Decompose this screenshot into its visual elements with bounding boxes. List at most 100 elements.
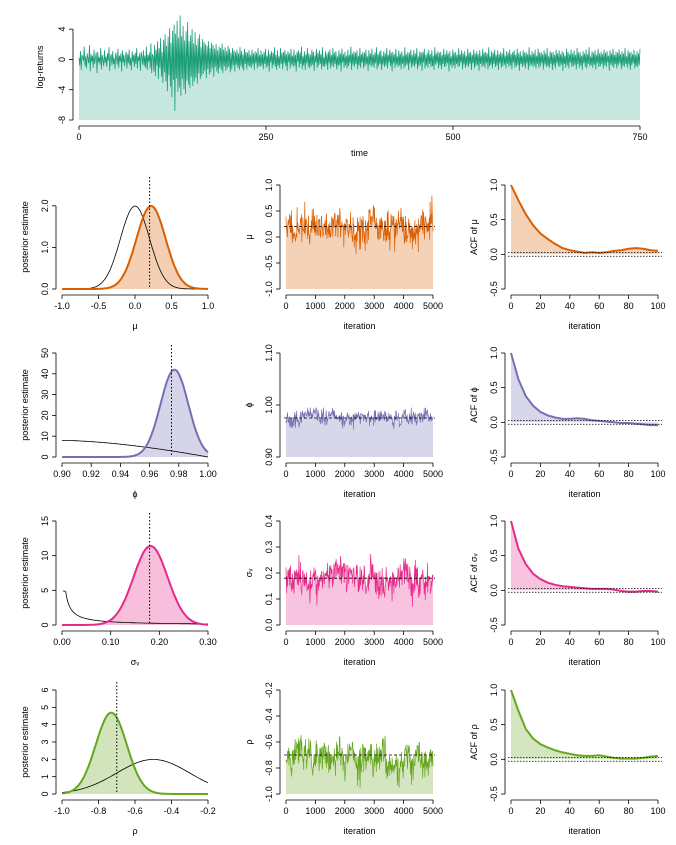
y-tick-label: 0.90: [264, 448, 274, 466]
x-tick-label: 1000: [305, 469, 325, 479]
x-tick-label: 3000: [364, 301, 384, 311]
trace-line: [285, 553, 434, 607]
panel-mu-post: -1.0 -0.5 0.0 0.5 1.0 μ 0.0 1.0 2.0 posterior est…: [20, 177, 214, 331]
x-axis-title: ϕ: [132, 489, 137, 499]
x-tick-label: 3000: [364, 469, 384, 479]
trace-line: [285, 735, 434, 788]
y-tick-label: 1.0: [489, 347, 499, 360]
y-tick-label: -0.4: [264, 708, 274, 724]
x-tick-label: 3000: [364, 806, 384, 816]
posterior-line: [62, 204, 209, 290]
panel-returns: 0 250 500 750 time -8 -4 0 4 log-returns: [35, 15, 648, 158]
x-tick-label: 1.00: [199, 469, 217, 479]
y-tick-label: -4: [57, 86, 67, 94]
x-axis-title: iteration: [568, 826, 600, 836]
x-tick-label: -0.6: [127, 806, 143, 816]
x-tick-label: -1.0: [54, 301, 70, 311]
y-axis-title: ACF of μ: [469, 219, 479, 255]
y-tick-label: 0: [57, 57, 67, 62]
y-tick-label: -8: [57, 116, 67, 124]
x-tick-label: 0.94: [112, 469, 130, 479]
returns-area: [79, 15, 640, 120]
panel-rho-trace: 0 1000 2000 3000 4000 5000 iteration -1.0 -0.8 -0…: [244, 682, 443, 836]
posterior-line: [61, 711, 208, 795]
y-tick-label: 30: [40, 390, 50, 400]
x-tick-label: -0.2: [200, 806, 216, 816]
y-tick-label: 1.0: [489, 179, 499, 192]
posterior-area: [62, 206, 208, 289]
y-axis-title: posterior estimate: [20, 369, 30, 441]
y-tick-label: 0.0: [264, 619, 274, 632]
y-tick-label: 1.00: [264, 396, 274, 414]
y-tick-label: 0.0: [489, 416, 499, 429]
x-axis-title: iteration: [343, 657, 375, 667]
x-tick-label: 0.0: [129, 301, 142, 311]
panel-mu-acf: 0 20 40 60 80 100 iteration -0.5 0.0 0.5 1.0 ACF of…: [469, 179, 666, 331]
y-tick-label: 0.0: [489, 248, 499, 261]
y-tick-label: 0.5: [489, 381, 499, 394]
x-tick-label: 5000: [423, 301, 443, 311]
y-tick-label: 0.5: [489, 549, 499, 562]
acf-area: [511, 521, 658, 592]
y-axis-title: μ: [244, 234, 254, 239]
x-tick-label: 0: [283, 637, 288, 647]
x-tick-label: 0.96: [141, 469, 159, 479]
acf-line: [510, 184, 659, 254]
y-tick-label: 1.10: [264, 344, 274, 362]
x-tick-label: 40: [565, 806, 575, 816]
acf-area: [511, 690, 658, 760]
x-tick-label: 0: [283, 301, 288, 311]
x-tick-label: 4000: [394, 806, 414, 816]
x-tick-label: -0.4: [164, 806, 180, 816]
x-tick-label: -0.5: [91, 301, 107, 311]
panel-mu-trace: 0 1000 2000 3000 4000 5000 iteration -1.0 -0.5 0.…: [244, 179, 443, 331]
acf-area: [511, 185, 658, 255]
y-axis-title: posterior estimate: [20, 706, 30, 778]
x-axis-title: iteration: [343, 489, 375, 499]
panel-sigma-post: 0.00 0.10 0.20 0.30 σᵥ 0 5 10 15 posterior estima…: [20, 513, 217, 667]
x-tick-label: 0: [508, 469, 513, 479]
y-tick-label: -1.0: [264, 786, 274, 802]
y-tick-label: -0.8: [264, 760, 274, 776]
panel-rho-post: -1.0 -0.8 -0.6 -0.4 -0.2 ρ 0 1 2 3 4 5 6 posterior es…: [20, 682, 216, 836]
x-axis-title: iteration: [568, 657, 600, 667]
panel-sigma-acf: 0 20 40 60 80 100 iteration -0.5 0.0 0.5 1.0 ACF of…: [469, 515, 666, 667]
x-tick-label: 1.0: [202, 301, 215, 311]
x-tick-label: 4000: [394, 637, 414, 647]
x-axis-title: iteration: [568, 489, 600, 499]
x-tick-label: 0: [508, 301, 513, 311]
x-tick-label: 2000: [335, 469, 355, 479]
x-tick-label: 20: [535, 469, 545, 479]
x-tick-label: 100: [650, 469, 665, 479]
y-tick-label: 20: [40, 410, 50, 420]
x-tick-label: -0.8: [91, 806, 107, 816]
panel-phi-acf: 0 20 40 60 80 100 iteration -0.5 0.0 0.5 1.0 ACF of…: [469, 347, 666, 499]
x-tick-label: 1000: [305, 637, 325, 647]
posterior-line: [62, 368, 209, 458]
x-axis-title: iteration: [343, 826, 375, 836]
y-tick-label: 1.0: [264, 179, 274, 192]
y-tick-label: -0.2: [264, 682, 274, 698]
y-axis-title: log-returns: [35, 45, 45, 89]
acf-line: [510, 352, 658, 427]
posterior-area: [62, 712, 208, 794]
y-tick-label: 0.3: [264, 541, 274, 554]
acf-line: [510, 689, 659, 760]
x-tick-label: 250: [258, 132, 273, 142]
posterior-line: [62, 544, 208, 626]
prior-line: [62, 590, 208, 625]
y-tick-label: 2.0: [40, 200, 50, 213]
x-tick-label: 0: [508, 637, 513, 647]
y-axis-title: ρ: [244, 739, 254, 744]
y-tick-label: 4: [40, 722, 50, 727]
y-tick-label: 0.0: [489, 753, 499, 766]
x-tick-label: 40: [565, 301, 575, 311]
x-tick-label: 0.20: [151, 637, 169, 647]
y-tick-label: 2: [40, 757, 50, 762]
posterior-area: [62, 369, 208, 457]
trace-line: [285, 195, 434, 255]
y-axis-title: posterior estimate: [20, 201, 30, 273]
y-tick-label: 50: [40, 348, 50, 358]
y-tick-label: 5: [40, 705, 50, 710]
x-tick-label: 2000: [335, 637, 355, 647]
